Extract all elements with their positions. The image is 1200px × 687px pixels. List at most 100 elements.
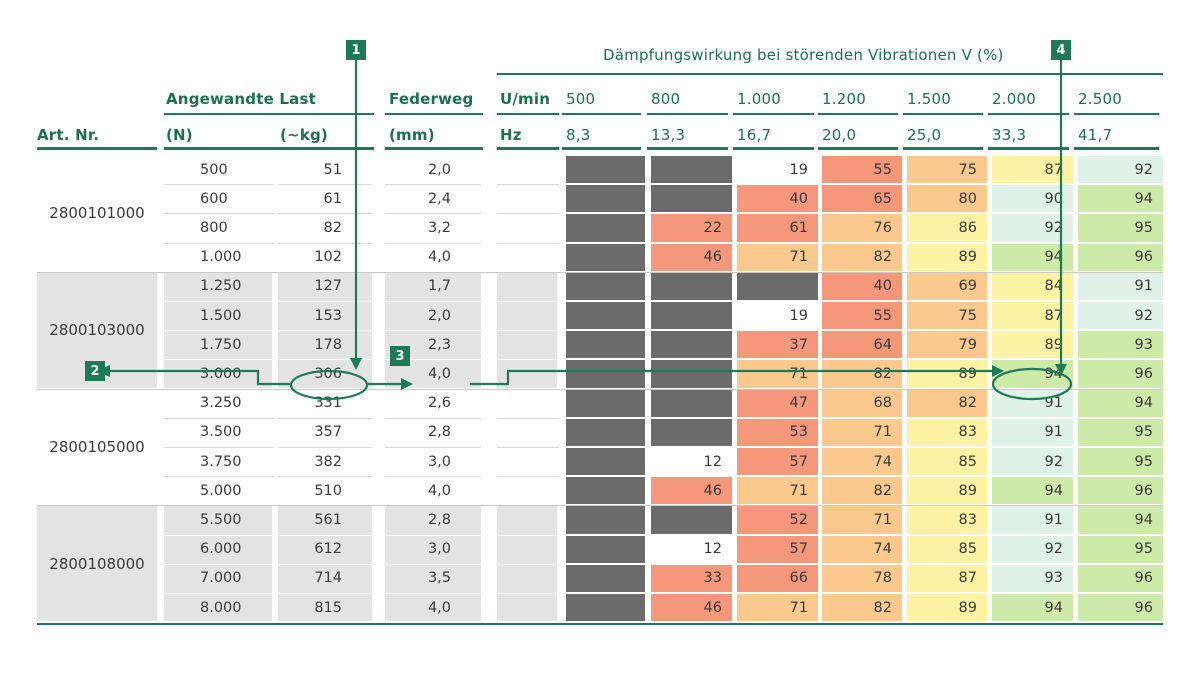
damping-cell: 74 xyxy=(822,448,902,476)
header-freq-2: 16,7 xyxy=(737,126,772,144)
load-kg: 153 xyxy=(314,307,342,324)
damping-cell: 85 xyxy=(907,535,987,563)
header-angewandte-last: Angewandte Last xyxy=(166,90,316,108)
row-separator xyxy=(278,184,372,186)
load-n: 3.000 xyxy=(200,365,242,382)
damping-cell xyxy=(651,302,732,330)
group-separator xyxy=(37,505,1163,507)
damping-cell: 89 xyxy=(907,477,987,505)
group-shade xyxy=(37,506,157,622)
header-rpm-4: 1.500 xyxy=(907,90,951,108)
row-separator xyxy=(385,534,481,536)
damping-cell: 92 xyxy=(992,214,1073,242)
damping-cell: 82 xyxy=(822,360,902,388)
damping-cell: 94 xyxy=(992,360,1073,388)
damping-cell: 75 xyxy=(907,156,987,184)
header-rule-1 xyxy=(37,147,157,150)
damping-cell xyxy=(651,185,732,213)
row-separator xyxy=(385,359,481,361)
damping-cell xyxy=(566,243,645,271)
damping-cell: 12 xyxy=(651,448,732,476)
damping-cell: 22 xyxy=(651,214,732,242)
load-n: 6.000 xyxy=(200,541,242,558)
load-n: 3.250 xyxy=(200,395,242,412)
load-kg: 61 xyxy=(323,190,342,207)
header-last-n: (N) xyxy=(166,126,193,144)
row-separator xyxy=(497,184,559,186)
damping-cell: 52 xyxy=(737,506,818,534)
load-n: 3.750 xyxy=(200,453,242,470)
damping-cell: 90 xyxy=(992,185,1073,213)
damping-cell: 79 xyxy=(907,331,987,359)
article-number: 2800103000 xyxy=(49,321,145,340)
damping-cell xyxy=(566,389,645,417)
damping-cell: 89 xyxy=(907,594,987,622)
damping-cell: 96 xyxy=(1078,477,1163,505)
row-separator xyxy=(164,213,274,215)
damping-cell xyxy=(651,331,732,359)
damping-cell xyxy=(566,272,645,300)
load-kg: 561 xyxy=(314,511,342,528)
damping-cell: 71 xyxy=(737,477,818,505)
damping-cell: 87 xyxy=(992,302,1073,330)
load-kg: 82 xyxy=(323,219,342,236)
damping-cell xyxy=(651,418,732,446)
damping-cell: 76 xyxy=(822,214,902,242)
damping-cell: 47 xyxy=(737,389,818,417)
row-separator xyxy=(497,242,559,244)
federweg-value: 2,0 xyxy=(427,307,451,324)
header-rule-4 xyxy=(497,147,559,150)
damping-cell: 78 xyxy=(822,564,902,592)
load-kg: 357 xyxy=(314,424,342,441)
damping-cell: 64 xyxy=(822,331,902,359)
row-separator xyxy=(497,330,559,332)
row-separator xyxy=(497,359,559,361)
damping-cell: 53 xyxy=(737,418,818,446)
damping-cell: 93 xyxy=(1078,331,1163,359)
federweg-value: 4,0 xyxy=(427,249,451,266)
article-number: 2800108000 xyxy=(49,554,145,573)
header-umin: U/min xyxy=(500,90,551,108)
federweg-value: 4,0 xyxy=(427,599,451,616)
rpm-underline-5 xyxy=(988,113,1069,115)
federweg-value: 2,8 xyxy=(427,424,451,441)
article-number: 2800101000 xyxy=(49,204,145,223)
load-kg: 815 xyxy=(314,599,342,616)
damping-cell: 65 xyxy=(822,185,902,213)
damping-cell: 57 xyxy=(737,448,818,476)
damping-cell: 89 xyxy=(907,243,987,271)
damping-cell: 94 xyxy=(992,594,1073,622)
federweg-value: 3,2 xyxy=(427,219,451,236)
load-kg: 612 xyxy=(314,541,342,558)
row-separator xyxy=(164,534,274,536)
callout-badge-2: 2 xyxy=(85,361,105,381)
damping-cell: 71 xyxy=(737,243,818,271)
load-n: 5.000 xyxy=(200,482,242,499)
damping-cell: 96 xyxy=(1078,360,1163,388)
header-federweg-unit: (mm) xyxy=(389,126,435,144)
load-kg: 331 xyxy=(314,395,342,412)
load-n: 5.500 xyxy=(200,511,242,528)
row-separator xyxy=(497,593,559,594)
damping-cell xyxy=(651,506,732,534)
damping-cell: 92 xyxy=(992,535,1073,563)
load-n: 1.250 xyxy=(200,278,242,295)
rpm-underline-2 xyxy=(733,113,814,115)
row-separator xyxy=(497,301,559,302)
group-separator xyxy=(37,271,1163,273)
damping-cell: 94 xyxy=(1078,389,1163,417)
header-freq-6: 41,7 xyxy=(1078,126,1113,144)
row-separator xyxy=(385,242,481,244)
freq-underline-2 xyxy=(733,147,814,150)
damping-cell xyxy=(651,360,732,388)
damping-cell: 96 xyxy=(1078,594,1163,622)
row-separator xyxy=(278,593,372,594)
damping-cell: 46 xyxy=(651,477,732,505)
row-separator xyxy=(278,242,372,244)
damping-cell: 82 xyxy=(822,243,902,271)
damping-cell: 91 xyxy=(992,418,1073,446)
damping-cell: 12 xyxy=(651,535,732,563)
damping-cell: 68 xyxy=(822,389,902,417)
damping-cell xyxy=(566,331,645,359)
damping-cell: 92 xyxy=(1078,156,1163,184)
